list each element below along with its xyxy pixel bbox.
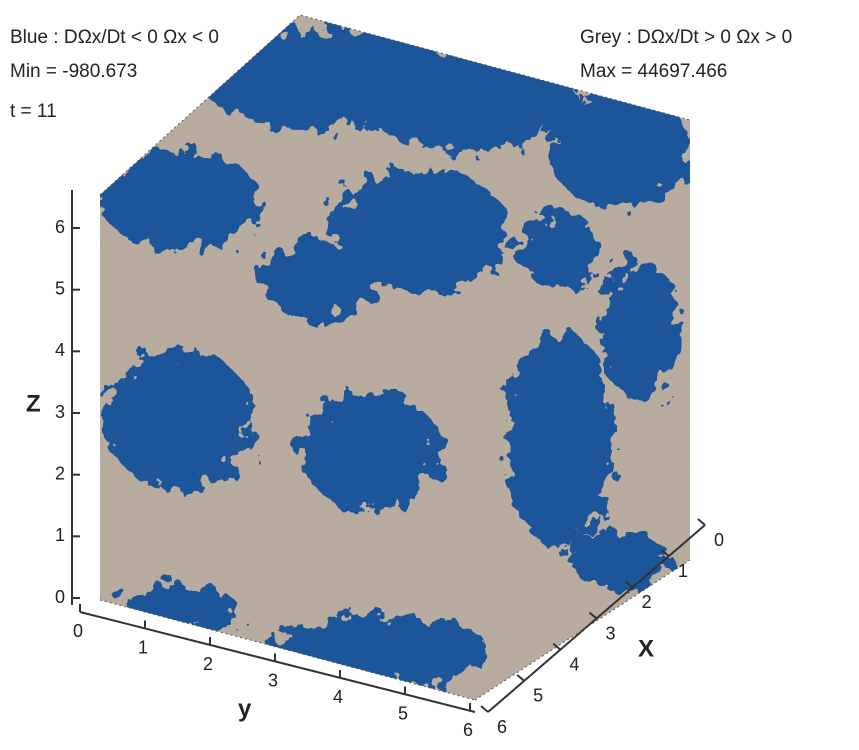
blob [270, 615, 490, 685]
y-tick-label: 4 [333, 687, 343, 707]
blob [100, 150, 260, 250]
blob [300, 390, 440, 510]
y-tick-label: 2 [203, 654, 213, 674]
y-tick-label: 3 [268, 670, 278, 690]
blob [105, 350, 255, 490]
z-tick-label: 5 [55, 278, 65, 298]
annotation: t = 11 [10, 101, 57, 122]
blob [600, 260, 680, 400]
x-tick-label: 3 [605, 623, 615, 643]
blob [520, 210, 600, 290]
x-tick-label: 6 [497, 717, 507, 737]
axis-label: y [238, 695, 252, 722]
annotation: Max = 44697.466 [580, 61, 727, 82]
z-tick-label: 3 [55, 402, 65, 422]
y-tick-label: 6 [463, 720, 473, 740]
annotation: Blue : DΩx/Dt < 0 Ωx < 0 [10, 27, 219, 48]
y-tick-label: 5 [398, 703, 408, 723]
annotation: Grey : DΩx/Dt > 0 Ωx > 0 [580, 27, 792, 48]
y-tick-label: 1 [138, 637, 148, 657]
blob [360, 50, 580, 150]
axis-label: X [638, 635, 654, 662]
blob [505, 330, 615, 550]
blob [550, 90, 690, 210]
annotation: Min = -980.673 [10, 61, 137, 82]
z-tick-label: 1 [55, 525, 65, 545]
z-tick-label: 6 [55, 217, 65, 237]
x-tick-label: 2 [642, 592, 652, 612]
z-tick-label: 4 [55, 340, 65, 360]
z-tick-label: 2 [55, 463, 65, 483]
x-tick-label: 1 [678, 561, 688, 581]
x-tick [481, 706, 488, 712]
x-tick [517, 675, 524, 681]
x-tick-label: 5 [533, 686, 543, 706]
y-tick-label: 0 [73, 621, 83, 641]
x-tick-label: 4 [569, 654, 579, 674]
chart: Blue : DΩx/Dt < 0 Ωx < 0 Min = -980.673 … [0, 0, 859, 745]
x-tick-label: 0 [714, 530, 724, 550]
blob [260, 240, 380, 320]
axis-label: Z [26, 390, 41, 417]
z-tick-label: 0 [55, 587, 65, 607]
x-tick [698, 519, 705, 525]
blob [570, 530, 670, 590]
